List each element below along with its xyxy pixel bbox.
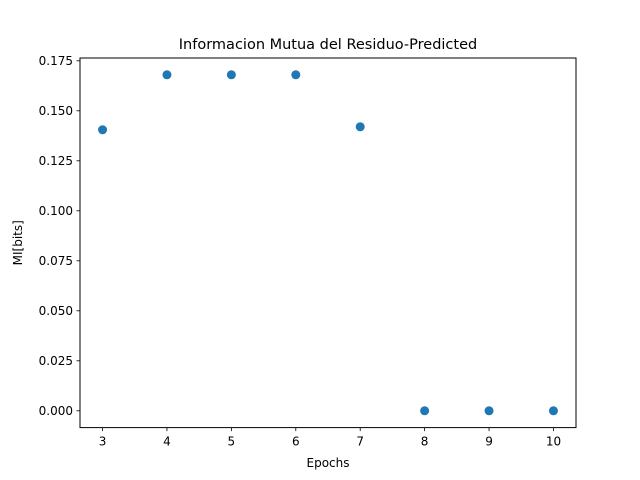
x-tick-label: 5	[228, 435, 236, 449]
y-tick-label: 0.150	[39, 104, 73, 118]
data-point	[291, 70, 301, 80]
x-axis: 3 4 5 6 7 8 9 10	[99, 427, 561, 449]
x-tick-label: 10	[546, 435, 561, 449]
x-tick-label: 7	[356, 435, 364, 449]
plot-area-frame	[79, 57, 577, 429]
data-point	[162, 70, 172, 80]
y-axis: 0.000 0.025 0.050 0.075 0.100 0.125 0.150 0.175	[39, 54, 80, 418]
x-tick-label: 4	[163, 435, 171, 449]
data-point	[98, 125, 108, 135]
x-tick-label: 8	[421, 435, 429, 449]
data-point	[420, 406, 430, 416]
data-point	[226, 70, 236, 80]
x-axis-label: Epochs	[307, 456, 350, 470]
y-tick-label: 0.175	[39, 54, 73, 68]
y-tick-label: 0.125	[39, 154, 73, 168]
data-point	[484, 406, 494, 416]
y-axis-label: MI[bits]	[11, 220, 25, 265]
y-tick-label: 0.100	[39, 204, 73, 218]
y-tick-label: 0.075	[39, 254, 73, 268]
data-point	[548, 406, 558, 416]
y-tick-label: 0.025	[39, 354, 73, 368]
x-tick-label: 6	[292, 435, 300, 449]
y-tick-label: 0.050	[39, 304, 73, 318]
y-tick-label: 0.000	[39, 404, 73, 418]
x-tick-label: 3	[99, 435, 107, 449]
data-point	[355, 122, 365, 132]
data-points	[98, 70, 558, 416]
x-tick-label: 9	[485, 435, 493, 449]
chart-title: Informacion Mutua del Residuo-Predicted	[179, 37, 477, 53]
